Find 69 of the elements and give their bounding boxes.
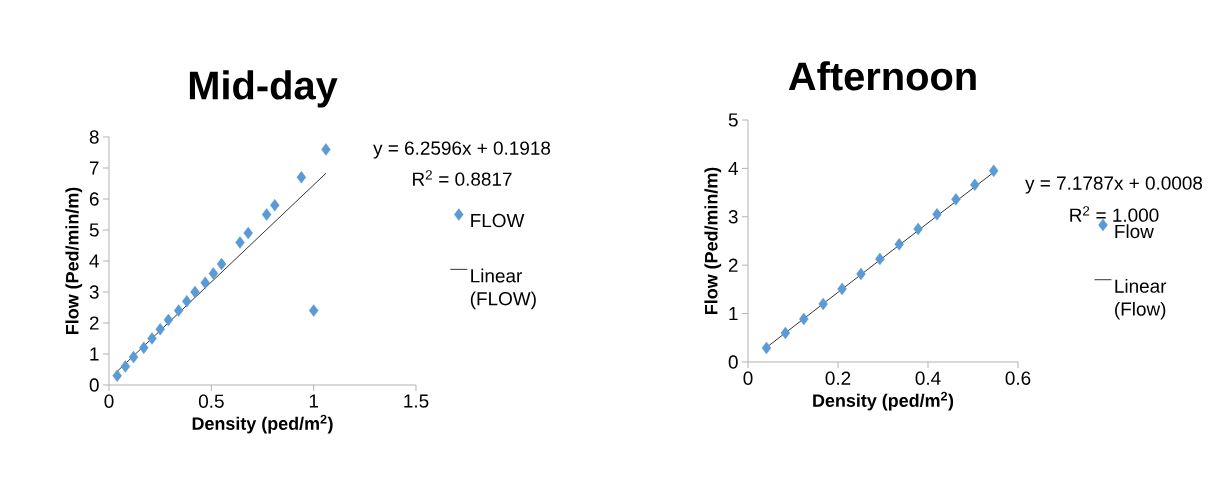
chart-title: Mid-day bbox=[189, 70, 338, 108]
point bbox=[208, 267, 219, 280]
point bbox=[296, 171, 307, 184]
point bbox=[780, 326, 791, 340]
x-tick-label: 0.6 bbox=[1005, 371, 1031, 385]
point bbox=[190, 285, 200, 299]
y-tick-label: 8 bbox=[89, 130, 99, 144]
y-axis-title: Flow (Ped/min/m) bbox=[65, 187, 83, 335]
y-tick-label: 1 bbox=[729, 307, 738, 321]
y-axis-title: Flow (Ped/min/m) bbox=[704, 167, 722, 315]
x-tick-label: 0.5 bbox=[198, 394, 224, 408]
y-tick-label: 2 bbox=[728, 258, 738, 272]
point bbox=[818, 297, 828, 311]
point bbox=[139, 341, 149, 354]
y-tick-label: 6 bbox=[89, 192, 99, 206]
point bbox=[112, 369, 122, 382]
point bbox=[128, 350, 139, 364]
x-axis-title: Density (ped/m$^{2}$) bbox=[192, 414, 333, 434]
point bbox=[761, 341, 772, 355]
y-tick-label: 5 bbox=[89, 223, 99, 237]
point bbox=[894, 238, 904, 251]
point bbox=[799, 312, 809, 326]
text: R$^{2}$ = 1.000 bbox=[1070, 206, 1159, 222]
x-tick-label: 0.2 bbox=[825, 371, 851, 385]
legend-label: Linear (FLOW) bbox=[470, 268, 536, 310]
legend-label: Linear (Flow) bbox=[1115, 278, 1167, 320]
y-tick-label: 4 bbox=[89, 254, 99, 268]
x-axis-title: Density (ped/m$^{2}$) bbox=[813, 391, 954, 411]
point bbox=[261, 208, 272, 221]
point bbox=[200, 276, 210, 289]
point bbox=[875, 252, 885, 266]
point bbox=[308, 304, 319, 317]
y-tick-label: 5 bbox=[728, 113, 738, 127]
y-tick-label: 3 bbox=[728, 210, 738, 224]
point bbox=[243, 226, 253, 240]
point bbox=[120, 360, 131, 373]
x-tick-label: 0 bbox=[104, 394, 114, 408]
point bbox=[989, 164, 999, 178]
legend-label: Flow bbox=[1115, 224, 1154, 239]
y-tick-label: 7 bbox=[89, 161, 99, 175]
text: y = 7.1787x + 0.0008 bbox=[1025, 176, 1203, 194]
y-tick-label: 3 bbox=[89, 285, 99, 299]
x-tick-label: 1.5 bbox=[404, 394, 429, 408]
chart-title: Afternoon bbox=[788, 61, 976, 91]
point bbox=[951, 193, 961, 206]
point bbox=[182, 295, 192, 308]
point bbox=[970, 178, 980, 192]
point bbox=[932, 208, 942, 221]
point bbox=[913, 222, 923, 236]
point bbox=[155, 322, 165, 336]
x-tick-label: 0.4 bbox=[915, 371, 941, 385]
y-tick-label: 2 bbox=[89, 316, 99, 330]
point bbox=[147, 332, 157, 345]
y-tick-label: 1 bbox=[90, 347, 99, 361]
annotation: R$^{2}$ = 0.8817 bbox=[413, 170, 512, 186]
y-tick-label: 0 bbox=[728, 355, 738, 369]
point bbox=[856, 267, 866, 281]
point bbox=[321, 143, 331, 156]
point bbox=[235, 236, 245, 249]
point bbox=[173, 304, 184, 317]
point bbox=[216, 257, 227, 271]
annotation: y = 6.2596x + 0.1918 bbox=[373, 141, 551, 159]
point bbox=[837, 282, 847, 296]
y-tick-label: 4 bbox=[728, 161, 738, 175]
legend-label: FLOW bbox=[471, 213, 525, 228]
x-tick-label: 0 bbox=[743, 371, 753, 385]
x-tick-label: 1 bbox=[309, 394, 319, 408]
point bbox=[163, 313, 174, 327]
point bbox=[270, 198, 280, 212]
